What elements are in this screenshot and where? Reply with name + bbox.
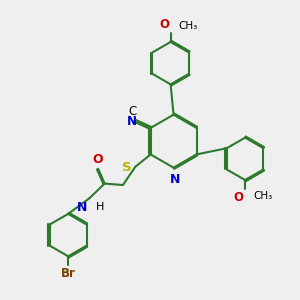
Text: O: O: [234, 191, 244, 204]
Text: CH₃: CH₃: [179, 21, 198, 31]
Text: O: O: [92, 153, 103, 166]
Text: Br: Br: [61, 268, 76, 281]
Text: O: O: [159, 18, 169, 31]
Text: CH₃: CH₃: [253, 191, 273, 201]
Text: N: N: [170, 173, 180, 186]
Text: H: H: [96, 202, 104, 212]
Text: N: N: [76, 201, 87, 214]
Text: C: C: [128, 105, 136, 118]
Text: N: N: [127, 115, 137, 128]
Text: S: S: [122, 161, 131, 174]
